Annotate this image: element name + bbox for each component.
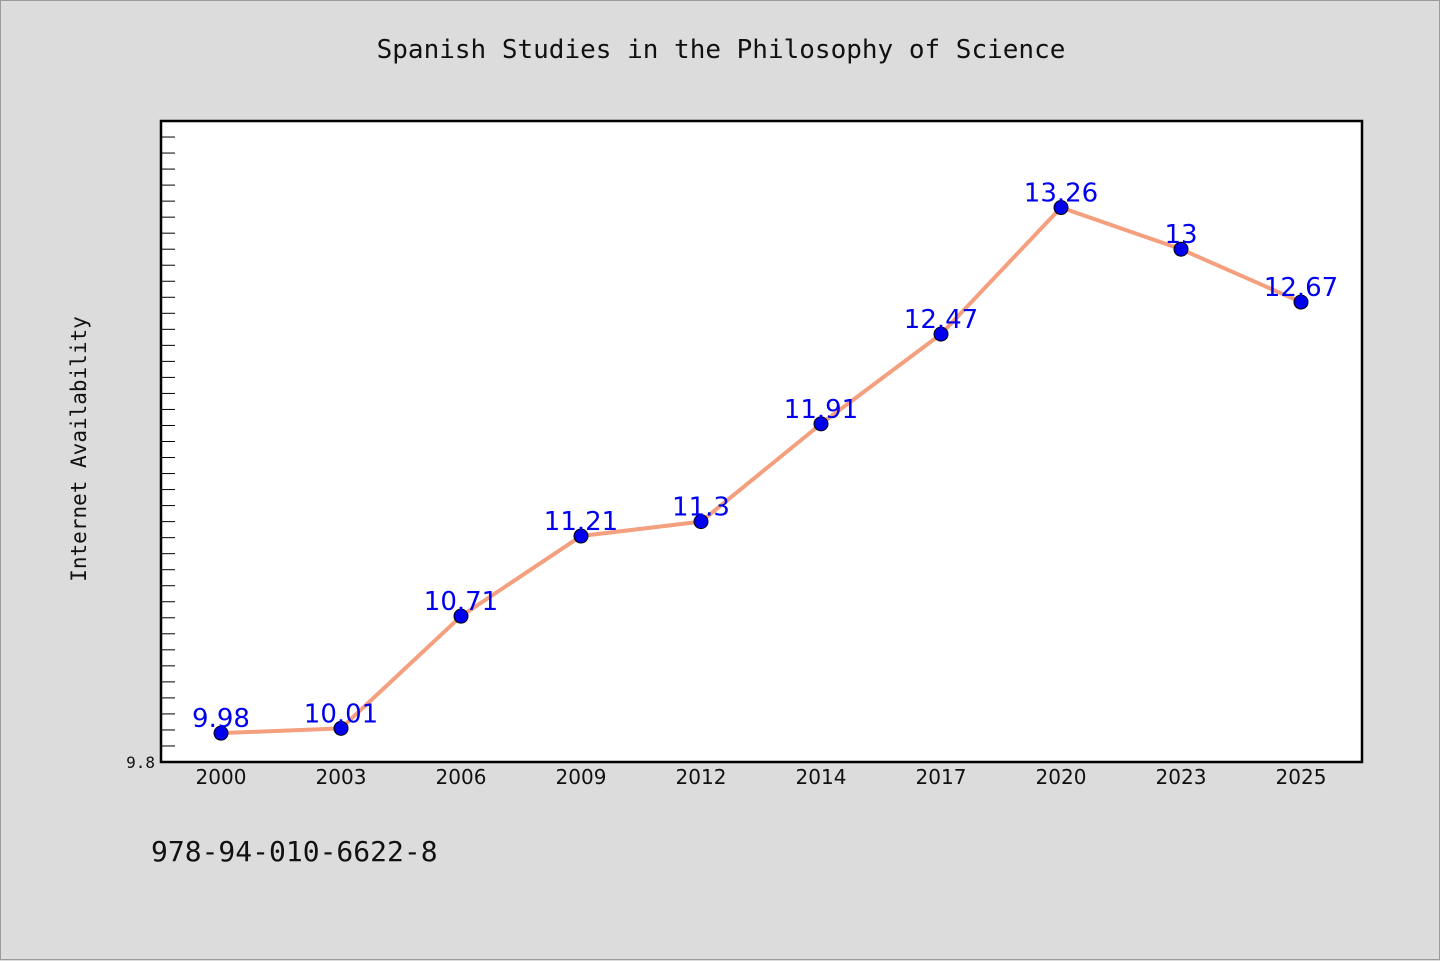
data-label: 11.3	[672, 493, 730, 523]
data-point	[333, 720, 349, 736]
data-label: 13	[1164, 220, 1197, 250]
data-label: 13.26	[1024, 179, 1098, 209]
data-label: 12.67	[1264, 273, 1338, 303]
x-tick-label: 2025	[1276, 765, 1327, 789]
data-label: 11.21	[544, 507, 618, 537]
x-tick-label: 2003	[316, 765, 367, 789]
x-tick-label: 2012	[676, 765, 727, 789]
x-tick-label: 2009	[556, 765, 607, 789]
data-point	[213, 725, 229, 741]
data-point	[573, 528, 589, 544]
x-tick-label: 2014	[796, 765, 847, 789]
x-tick-label: 2006	[436, 765, 487, 789]
data-point	[933, 326, 949, 342]
plot-area	[161, 121, 1362, 762]
series-line	[219, 205, 1303, 736]
data-point	[453, 608, 469, 624]
isbn-text: 978-94-010-6622-8	[151, 835, 438, 868]
x-tick-label: 2023	[1156, 765, 1207, 789]
data-label: 10.71	[424, 587, 498, 617]
x-tick-label: 2017	[916, 765, 967, 789]
data-point	[813, 416, 829, 432]
y-tick-label: 9.8	[126, 753, 155, 772]
data-point	[1293, 294, 1309, 310]
data-point	[1053, 200, 1069, 216]
data-label: 9.98	[192, 704, 250, 734]
data-label: 12.47	[904, 305, 978, 335]
data-label: 10.01	[304, 699, 378, 729]
data-point	[1173, 241, 1189, 257]
chart-title: Spanish Studies in the Philosophy of Sci…	[376, 35, 1066, 65]
data-point	[693, 514, 709, 530]
x-tick-label: 2020	[1036, 765, 1087, 789]
data-label: 11.91	[784, 395, 858, 425]
plot-frame	[159, 119, 1364, 764]
x-tick-label: 2000	[196, 765, 247, 789]
